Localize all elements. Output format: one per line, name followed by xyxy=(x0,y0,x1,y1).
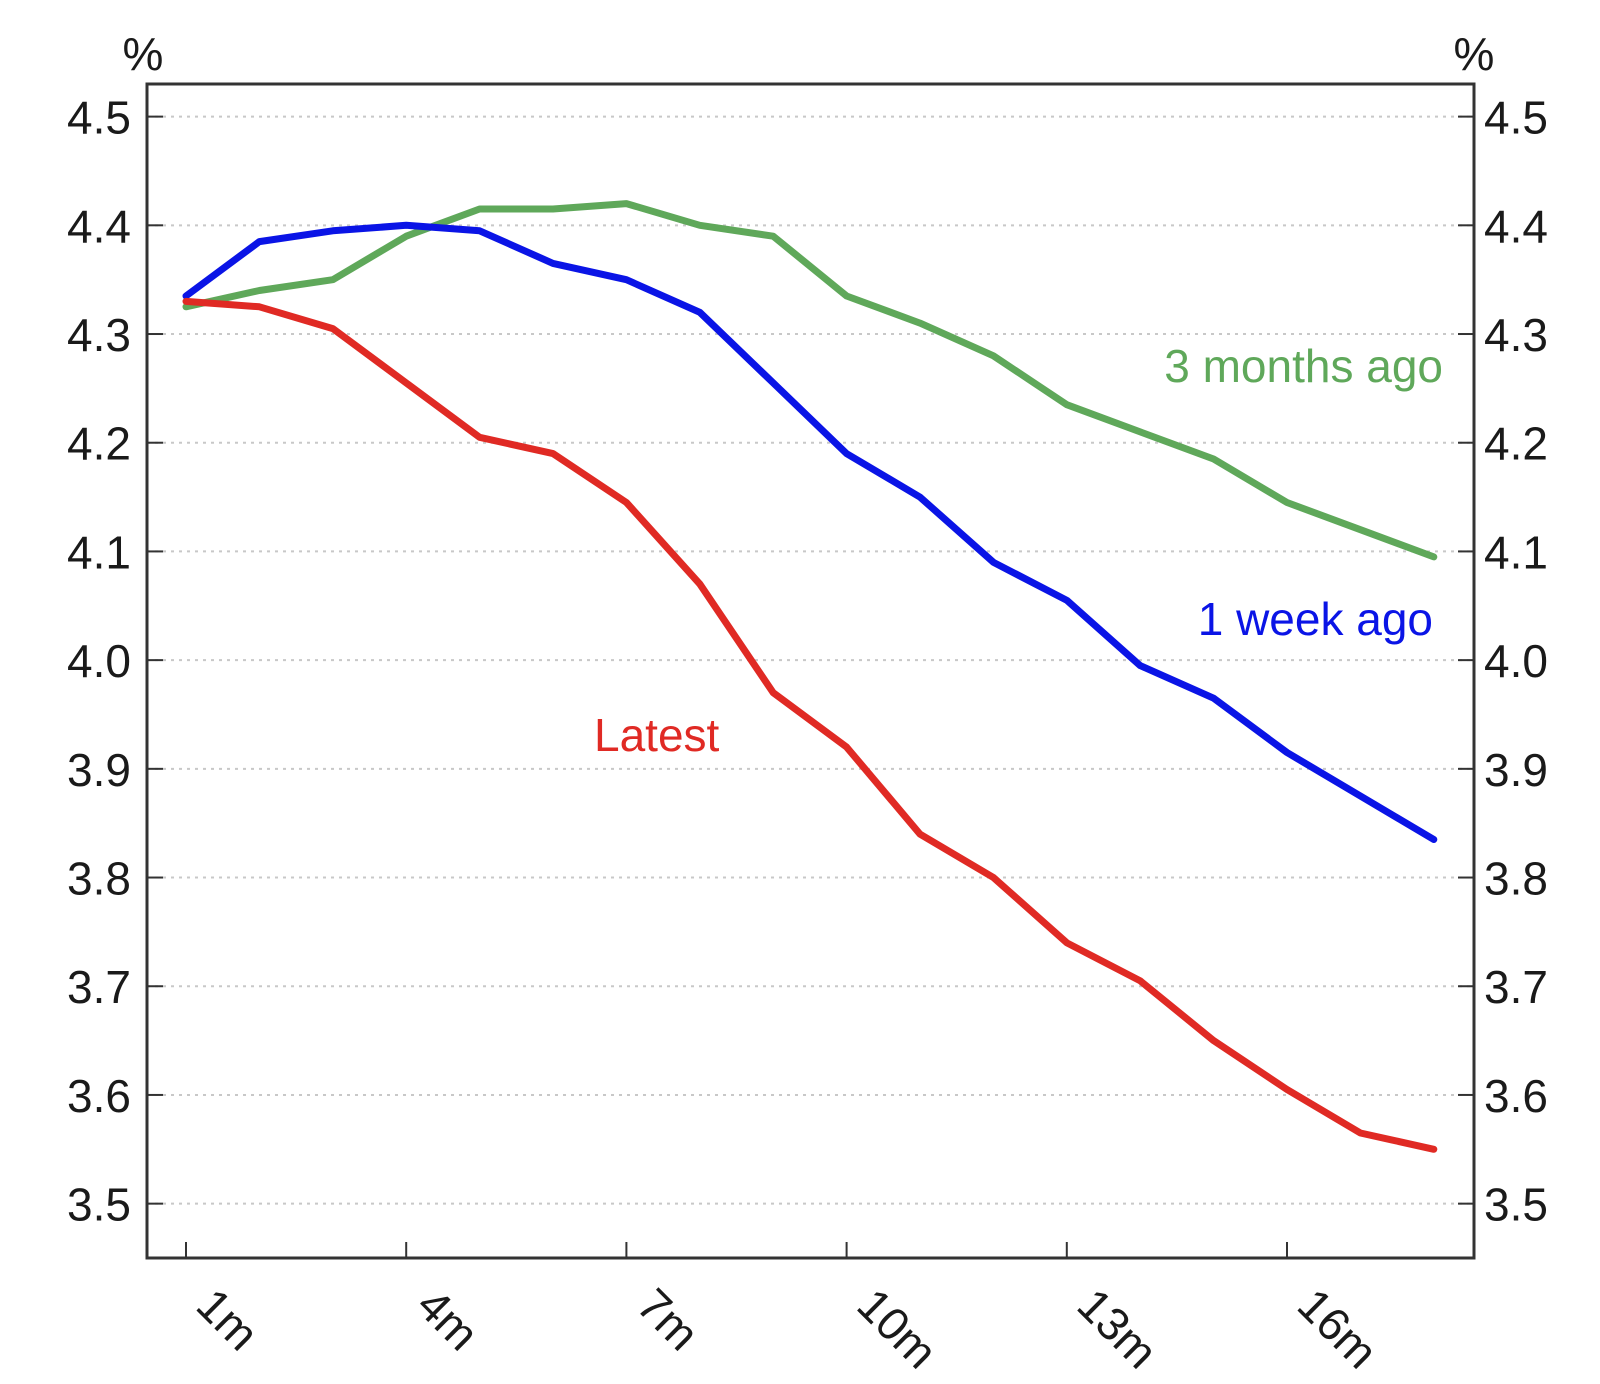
x-tick-label: 16m xyxy=(1288,1278,1388,1378)
x-tick-label: 7m xyxy=(627,1278,709,1360)
y-tick-label-right: 3.8 xyxy=(1484,853,1548,905)
y-tick-label-right: 3.6 xyxy=(1484,1070,1548,1122)
y-tick-label-right: 4.1 xyxy=(1484,526,1548,578)
y-tick-label-right: 3.9 xyxy=(1484,744,1548,796)
y-tick-label-right: 4.0 xyxy=(1484,635,1548,687)
y-tick-label-right: 3.7 xyxy=(1484,961,1548,1013)
x-tick-label: 10m xyxy=(848,1278,948,1378)
y-tick-label-left: 3.9 xyxy=(67,744,131,796)
y-tick-label-right: 4.5 xyxy=(1484,92,1548,144)
y-tick-label-right: 4.4 xyxy=(1484,200,1548,252)
y-tick-label-left: 4.1 xyxy=(67,526,131,578)
series-line-0 xyxy=(182,200,1438,561)
x-tick-label: 4m xyxy=(407,1278,489,1360)
y-unit-left: % xyxy=(123,28,164,80)
label-1-week-ago: 1 week ago xyxy=(1198,593,1433,645)
label-latest: Latest xyxy=(594,709,720,761)
y-tick-label-left: 3.8 xyxy=(67,853,131,905)
gridlines xyxy=(147,115,1474,1205)
plot-frame xyxy=(145,82,1476,1260)
series-lines xyxy=(182,200,1438,1153)
y-tick-label-left: 3.6 xyxy=(67,1070,131,1122)
x-tick-label: 1m xyxy=(187,1278,269,1360)
y-tick-label-left: 4.2 xyxy=(67,418,131,470)
y-tick-label-right: 4.3 xyxy=(1484,309,1548,361)
series-labels: 3 months ago 1 week ago Latest xyxy=(594,340,1443,761)
series-line-1 xyxy=(182,221,1438,843)
label-3-months-ago: 3 months ago xyxy=(1164,340,1443,392)
x-tick-label: 13m xyxy=(1068,1278,1168,1378)
series-line-2 xyxy=(182,297,1438,1153)
y-tick-label-left: 3.7 xyxy=(67,961,131,1013)
y-unit-right: % xyxy=(1454,28,1495,80)
y-tick-label-left: 3.5 xyxy=(67,1179,131,1231)
y-tick-label-right: 4.2 xyxy=(1484,418,1548,470)
y-tick-label-left: 4.4 xyxy=(67,200,131,252)
y-tick-label-left: 4.3 xyxy=(67,309,131,361)
y-tick-label-right: 3.5 xyxy=(1484,1179,1548,1231)
y-tick-label-left: 4.5 xyxy=(67,92,131,144)
y-tick-label-left: 4.0 xyxy=(67,635,131,687)
